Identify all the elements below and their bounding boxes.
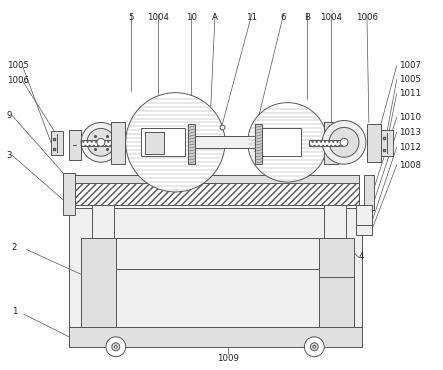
Circle shape <box>114 345 117 348</box>
Text: 1005: 1005 <box>399 75 421 84</box>
Bar <box>356 205 372 225</box>
Bar <box>144 132 164 154</box>
Bar <box>356 225 372 235</box>
Text: 4: 4 <box>359 252 365 262</box>
Text: 1011: 1011 <box>399 89 421 98</box>
Bar <box>195 137 255 148</box>
Circle shape <box>340 138 348 146</box>
Bar <box>364 175 374 210</box>
Bar <box>319 238 354 327</box>
Text: 2: 2 <box>12 242 17 252</box>
Bar <box>63 173 75 215</box>
Bar <box>367 124 381 162</box>
Bar <box>195 137 255 148</box>
Circle shape <box>106 337 126 357</box>
Circle shape <box>304 337 324 357</box>
Circle shape <box>311 343 318 351</box>
Text: 1009: 1009 <box>217 354 239 363</box>
Bar <box>81 140 111 146</box>
Bar <box>69 130 81 160</box>
Bar <box>69 208 362 327</box>
Bar <box>319 277 354 327</box>
Text: 5: 5 <box>128 13 133 22</box>
Text: 11: 11 <box>246 13 257 22</box>
Text: 1007: 1007 <box>399 61 421 70</box>
Bar <box>71 183 359 205</box>
Bar <box>69 327 362 347</box>
Circle shape <box>313 345 316 348</box>
Bar <box>381 130 392 156</box>
Circle shape <box>322 121 366 164</box>
Bar <box>188 124 195 164</box>
Circle shape <box>81 122 121 162</box>
Bar <box>324 198 346 238</box>
Bar <box>81 238 116 327</box>
Circle shape <box>248 102 327 182</box>
Bar <box>262 128 301 156</box>
Text: 1012: 1012 <box>399 143 421 152</box>
Circle shape <box>126 93 225 192</box>
Text: 3: 3 <box>7 151 12 160</box>
Bar <box>324 122 338 164</box>
Text: B: B <box>304 13 311 22</box>
Bar <box>116 238 319 269</box>
Bar <box>111 122 125 164</box>
Text: 1: 1 <box>12 307 17 316</box>
Text: 1004: 1004 <box>148 13 170 22</box>
Circle shape <box>97 138 105 146</box>
Text: 1010: 1010 <box>399 113 421 122</box>
Circle shape <box>112 343 120 351</box>
Text: 1004: 1004 <box>320 13 342 22</box>
Text: A: A <box>212 13 218 22</box>
Bar <box>51 131 63 155</box>
Text: 1006: 1006 <box>7 76 29 85</box>
Text: 1013: 1013 <box>399 128 421 137</box>
Bar <box>92 198 114 238</box>
Text: 10: 10 <box>186 13 197 22</box>
Text: 1005: 1005 <box>7 61 29 70</box>
Bar <box>309 140 343 146</box>
Text: 6: 6 <box>281 13 286 22</box>
Bar <box>140 128 185 156</box>
Bar <box>71 175 359 183</box>
Circle shape <box>87 128 115 156</box>
Circle shape <box>329 127 359 157</box>
Text: 1006: 1006 <box>356 13 378 22</box>
Text: 1008: 1008 <box>399 161 421 170</box>
Bar <box>255 124 262 164</box>
Text: 9: 9 <box>7 111 12 120</box>
